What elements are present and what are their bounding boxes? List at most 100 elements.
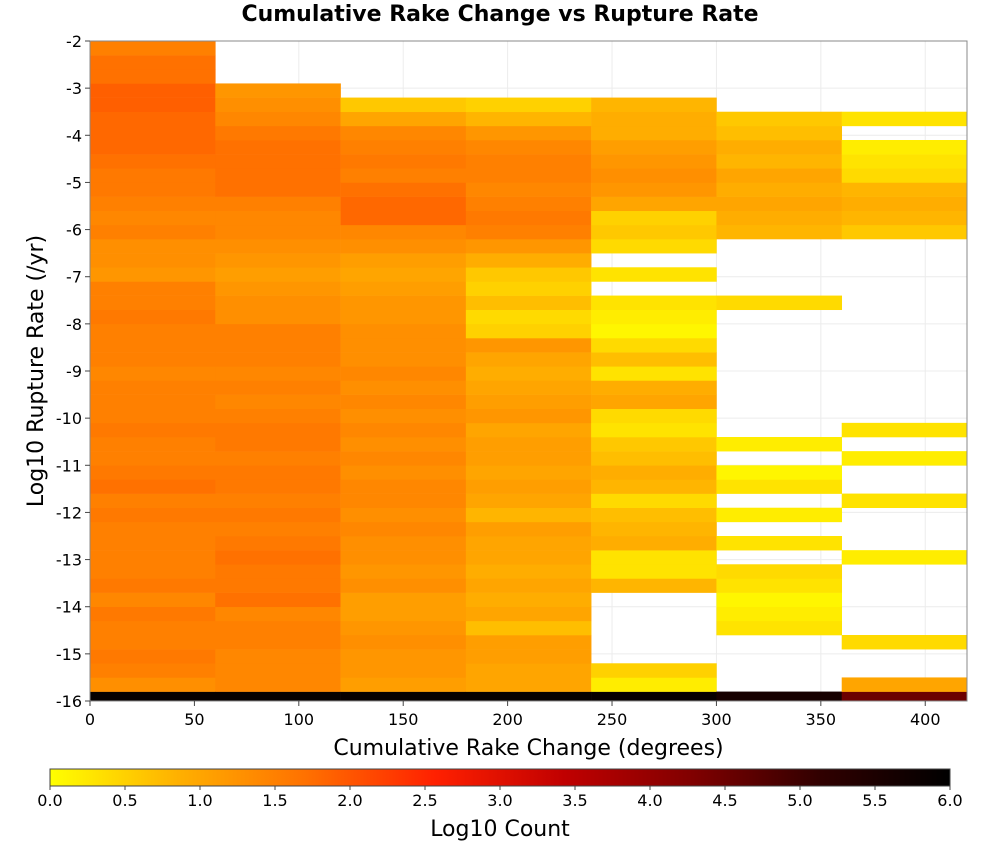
heatmap-cell	[716, 154, 843, 169]
heatmap-cell	[340, 635, 467, 650]
heatmap-cell	[215, 493, 341, 509]
heatmap-cell	[591, 111, 717, 127]
heatmap-cell	[215, 479, 341, 494]
heatmap-cell	[716, 691, 843, 702]
heatmap-cell	[465, 239, 592, 254]
heatmap-cell	[340, 168, 467, 183]
heatmap-cell	[340, 182, 467, 197]
heatmap-cell	[90, 41, 216, 56]
heatmap-cell	[465, 366, 592, 381]
heatmap-cell	[591, 493, 717, 509]
heatmap-cell	[591, 140, 717, 155]
heatmap-cell	[591, 479, 717, 494]
heatmap-cell	[716, 210, 843, 226]
y-tick-label: -4	[66, 126, 82, 145]
heatmap-cell	[465, 210, 592, 226]
heatmap-cell	[591, 465, 717, 480]
heatmap-cell	[215, 196, 341, 212]
heatmap-cell	[90, 691, 216, 702]
heatmap-cell	[90, 309, 216, 325]
y-tick-label: -9	[66, 362, 82, 381]
heatmap-cell	[90, 281, 216, 296]
x-tick-label: 150	[388, 710, 419, 729]
heatmap-cell	[716, 564, 843, 579]
heatmap-cell	[841, 154, 968, 169]
heatmap-cell	[465, 564, 592, 579]
heatmap-cell	[340, 366, 467, 381]
heatmap-cell	[215, 550, 341, 565]
heatmap-cell	[215, 422, 341, 438]
heatmap-cell	[340, 352, 467, 367]
colorbar-tick-label: 4.5	[712, 791, 737, 810]
heatmap-cell	[591, 125, 717, 141]
colorbar-tick-label: 3.0	[487, 791, 512, 810]
heatmap-cell	[215, 97, 341, 113]
heatmap-cell	[340, 154, 467, 169]
heatmap-cell	[716, 168, 843, 183]
heatmap-cell	[215, 168, 341, 183]
heatmap-cell	[841, 168, 968, 183]
heatmap-cell	[340, 677, 467, 692]
heatmap-cell	[591, 267, 717, 282]
heatmap-cell	[465, 140, 592, 155]
y-tick-label: -14	[56, 598, 82, 617]
heatmap-cell	[340, 239, 467, 254]
heatmap-cell	[340, 451, 467, 466]
heatmap-cell	[215, 125, 341, 141]
heatmap-cell	[90, 253, 216, 268]
heatmap-cell	[215, 451, 341, 466]
heatmap-cell	[90, 578, 216, 593]
heatmap-cell	[465, 352, 592, 367]
heatmap-cell	[90, 663, 216, 678]
heatmap-cell	[340, 691, 467, 702]
heatmap-cell	[90, 224, 216, 240]
heatmap-cell	[340, 111, 467, 127]
heatmap-cell	[90, 69, 216, 84]
heatmap-cell	[465, 592, 592, 608]
y-tick-label: -13	[56, 551, 82, 570]
heatmap-cell	[215, 295, 341, 311]
y-tick-label: -3	[66, 79, 82, 98]
heatmap-cell	[340, 507, 467, 523]
heatmap-cell	[90, 592, 216, 608]
chart-title: Cumulative Rake Change vs Rupture Rate	[241, 2, 759, 27]
y-axis-ticks: -16 -15 -14 -13 -12 -11 -10 -9 -8 -7 -6 -5 -4 -3 -2	[56, 32, 90, 711]
y-axis-label: Log10 Rupture Rate (/yr)	[24, 235, 49, 507]
colorbar-tick-label: 1.5	[262, 791, 287, 810]
colorbar-tick-label: 2.5	[412, 791, 437, 810]
heatmap-cell	[215, 140, 341, 155]
x-axis-label: Cumulative Rake Change (degrees)	[333, 736, 723, 761]
heatmap-cell	[215, 437, 341, 452]
heatmap-cell	[215, 408, 341, 424]
heatmap-cell	[340, 521, 467, 537]
heatmap-cell	[90, 295, 216, 311]
heatmap-cell	[340, 422, 467, 438]
heatmap-cell	[465, 663, 592, 678]
heatmap-cell	[591, 578, 717, 593]
heatmap-cell	[340, 465, 467, 480]
heatmap-cell	[215, 691, 341, 702]
heatmap-cell	[465, 380, 592, 395]
heatmap-cell	[465, 620, 592, 636]
heatmap-cell	[465, 493, 592, 509]
heatmap-cell	[465, 111, 592, 127]
heatmap-cell	[90, 366, 216, 381]
heatmap-cell	[465, 578, 592, 593]
heatmap-cell	[591, 380, 717, 395]
heatmap-cell	[90, 677, 216, 692]
heatmap-cell	[841, 677, 968, 692]
heatmap-cell	[215, 338, 341, 353]
heatmap-cell	[340, 606, 467, 622]
heatmap-cell	[465, 295, 592, 311]
heatmap-cell	[215, 635, 341, 650]
heatmap-cell	[90, 55, 216, 70]
heatmap-cell	[841, 422, 968, 438]
heatmap-cell	[716, 465, 843, 480]
heatmap-cell	[90, 550, 216, 565]
heatmap-cell	[340, 196, 467, 212]
heatmap-cell	[340, 253, 467, 268]
heatmap-cell	[465, 422, 592, 438]
heatmap-cell	[716, 437, 843, 452]
heatmap-cell	[716, 606, 843, 622]
heatmap-cell	[215, 309, 341, 325]
